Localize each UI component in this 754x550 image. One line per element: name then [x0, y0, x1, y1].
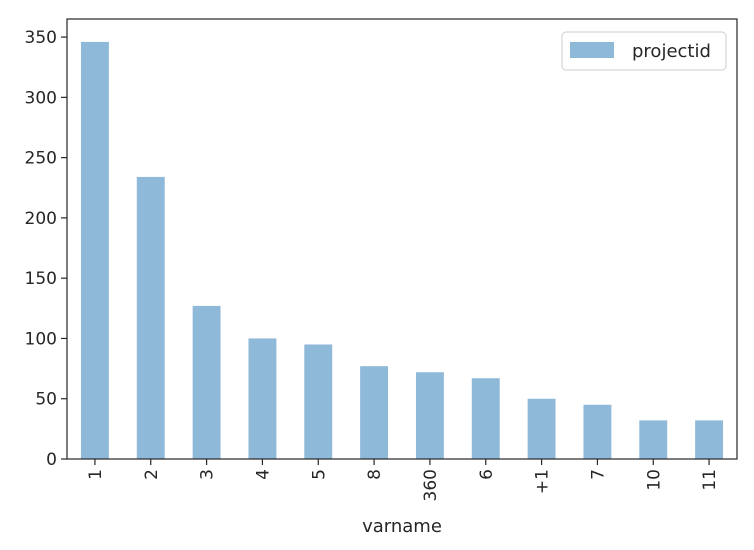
- bars-layer: [80, 41, 724, 460]
- x-tick-label: 2: [142, 469, 162, 480]
- bar-2: [136, 176, 165, 460]
- bar-3: [192, 305, 221, 459]
- x-tick-label: +1: [533, 469, 553, 494]
- x-tick-label: 360: [421, 469, 441, 501]
- y-tick-label: 150: [25, 269, 57, 289]
- plot-frame: [66, 18, 738, 460]
- axes-layer: 0 50 100 150 200 250 300 350 1 2 3 4 5 8 360 6 +1 7 10 11: [25, 18, 738, 501]
- y-tick-label: 200: [25, 209, 57, 229]
- x-tick-label: 4: [253, 469, 273, 480]
- x-axis-title: varname: [362, 516, 442, 537]
- legend-box: [561, 31, 727, 71]
- bar-4: [248, 338, 277, 459]
- y-tick-label: 250: [25, 149, 57, 169]
- bar-5: [304, 344, 333, 459]
- y-tick-label: 350: [25, 28, 57, 48]
- bar-360: [415, 372, 444, 459]
- bar-+1: [527, 398, 556, 459]
- x-tick-label: 6: [477, 469, 497, 480]
- bar-1: [80, 41, 109, 460]
- x-tick-label: 8: [365, 469, 385, 480]
- y-tick-label: 0: [46, 450, 57, 470]
- x-tick-label: 7: [588, 469, 608, 480]
- y-tick-label: 50: [35, 390, 57, 410]
- legend-swatch: [570, 42, 614, 58]
- x-tick-label: 3: [198, 469, 218, 480]
- bar-10: [639, 420, 668, 459]
- y-tick-label: 300: [25, 88, 57, 108]
- bar-7: [583, 404, 612, 459]
- legend-label: projectid: [632, 41, 711, 62]
- x-tick-label: 10: [644, 469, 664, 491]
- x-tick-label: 1: [86, 469, 106, 480]
- y-tick-label: 100: [25, 329, 57, 349]
- x-tick-label: 11: [700, 469, 720, 491]
- bar-11: [695, 420, 724, 459]
- bar-8: [360, 366, 389, 459]
- legend: projectid: [561, 31, 727, 71]
- bar-6: [471, 378, 500, 459]
- x-tick-label: 5: [309, 469, 329, 480]
